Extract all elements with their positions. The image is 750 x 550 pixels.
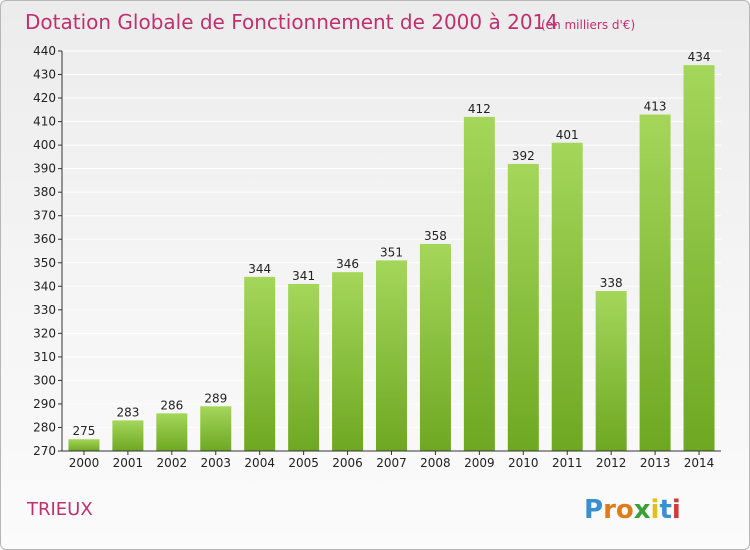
value-label-2006: 346 bbox=[336, 257, 359, 271]
value-label-2001: 283 bbox=[116, 405, 139, 419]
value-label-2002: 286 bbox=[160, 398, 183, 412]
chart-title: Dotation Globale de Fonctionnement de 20… bbox=[25, 10, 558, 34]
logo-letter: r bbox=[603, 495, 616, 525]
x-tick-label-2010: 2010 bbox=[508, 456, 539, 470]
value-label-2010: 392 bbox=[512, 149, 535, 163]
bar-2003 bbox=[200, 406, 232, 451]
value-label-2005: 341 bbox=[292, 269, 315, 283]
logo-letter: i bbox=[672, 495, 681, 525]
value-label-2004: 344 bbox=[248, 262, 271, 276]
bar-2011 bbox=[551, 142, 583, 451]
bar-2007 bbox=[376, 260, 407, 451]
value-label-2009: 412 bbox=[468, 102, 491, 116]
value-label-2000: 275 bbox=[73, 424, 96, 438]
y-tick-label: 330 bbox=[33, 303, 56, 317]
y-tick-label: 360 bbox=[33, 232, 56, 246]
y-tick-label: 430 bbox=[33, 68, 56, 82]
value-label-2003: 289 bbox=[204, 391, 227, 405]
value-label-2007: 351 bbox=[380, 245, 403, 259]
bar-2013 bbox=[639, 114, 671, 451]
logo-letter: x bbox=[634, 495, 651, 525]
x-tick-label-2014: 2014 bbox=[684, 456, 715, 470]
value-label-2008: 358 bbox=[424, 229, 447, 243]
bar-2005 bbox=[288, 283, 320, 451]
logo-letter: o bbox=[616, 495, 634, 525]
y-tick-label: 350 bbox=[33, 256, 56, 270]
bar-2002 bbox=[156, 413, 188, 451]
x-tick-label-2000: 2000 bbox=[69, 456, 100, 470]
bar-2000 bbox=[68, 439, 100, 451]
value-label-2011: 401 bbox=[556, 128, 579, 142]
bar-2006 bbox=[332, 272, 364, 451]
bar-2010 bbox=[507, 163, 539, 452]
y-tick-label: 370 bbox=[33, 209, 56, 223]
x-tick-label-2012: 2012 bbox=[596, 456, 627, 470]
logo-letter: i bbox=[651, 495, 660, 525]
y-tick-label: 320 bbox=[33, 326, 56, 340]
y-tick-label: 420 bbox=[33, 91, 56, 105]
y-tick-label: 410 bbox=[33, 115, 56, 129]
y-tick-label: 340 bbox=[33, 279, 56, 293]
x-tick-label-2005: 2005 bbox=[288, 456, 319, 470]
place-name: TRIEUX bbox=[26, 499, 93, 520]
x-tick-label-2008: 2008 bbox=[420, 456, 451, 470]
x-tick-label-2006: 2006 bbox=[332, 456, 363, 470]
x-tick-label-2009: 2009 bbox=[464, 456, 495, 470]
bar-2008 bbox=[419, 243, 451, 451]
x-tick-label-2001: 2001 bbox=[113, 456, 144, 470]
value-label-2012: 338 bbox=[600, 276, 623, 290]
bar-2012 bbox=[595, 291, 627, 451]
x-tick-label-2007: 2007 bbox=[376, 456, 407, 470]
value-label-2014: 434 bbox=[688, 50, 711, 64]
y-tick-label: 280 bbox=[33, 420, 56, 434]
x-tick-label-2011: 2011 bbox=[552, 456, 583, 470]
bar-2014 bbox=[683, 65, 715, 451]
y-tick-label: 400 bbox=[33, 138, 56, 152]
x-tick-label-2004: 2004 bbox=[244, 456, 275, 470]
y-tick-label: 390 bbox=[33, 162, 56, 176]
x-tick-label-2003: 2003 bbox=[200, 456, 231, 470]
x-tick-label-2002: 2002 bbox=[157, 456, 188, 470]
chart-unit: (en milliers d'€) bbox=[541, 18, 635, 32]
proxiti-logo[interactable]: Proxiti bbox=[584, 495, 681, 525]
y-tick-label: 300 bbox=[33, 373, 56, 387]
y-tick-label: 440 bbox=[33, 44, 56, 58]
bar-2004 bbox=[244, 276, 276, 451]
x-tick-label-2013: 2013 bbox=[640, 456, 671, 470]
logo-letter: P bbox=[584, 495, 603, 525]
logo-letter: t bbox=[659, 495, 671, 525]
y-tick-label: 380 bbox=[33, 185, 56, 199]
value-label-2013: 413 bbox=[644, 100, 667, 114]
bar-2009 bbox=[463, 116, 495, 451]
y-tick-label: 270 bbox=[33, 444, 56, 458]
axis-layer: 270 280 290 300 310 320 330 340 350 360 370 380 390 4… bbox=[33, 44, 721, 470]
y-tick-label: 290 bbox=[33, 397, 56, 411]
bar-2001 bbox=[112, 420, 144, 451]
bar-layer: 275 283 286 289 344 341 346 351 358 412 392 401 338 4… bbox=[68, 50, 715, 452]
y-tick-label: 310 bbox=[33, 350, 56, 364]
